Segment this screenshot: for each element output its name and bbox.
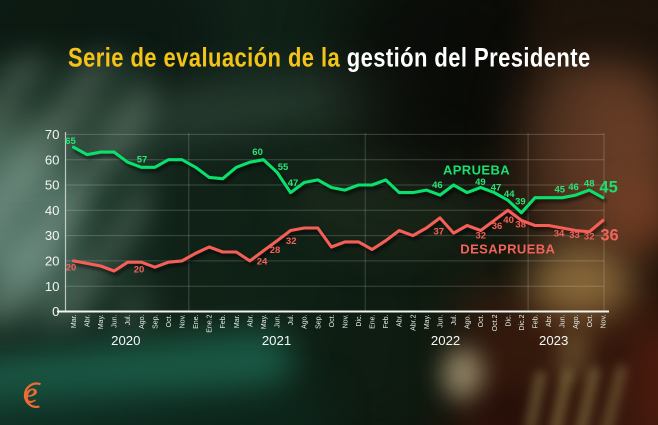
svg-text:Ago.: Ago. xyxy=(302,314,309,328)
svg-text:Mar.: Mar. xyxy=(234,314,241,328)
svg-text:2023: 2023 xyxy=(539,333,568,348)
svg-text:DESAPRUEBA: DESAPRUEBA xyxy=(460,242,555,257)
svg-text:49: 49 xyxy=(475,177,486,188)
svg-text:Ene.2: Ene.2 xyxy=(207,314,214,332)
svg-text:Jun.: Jun. xyxy=(560,314,567,327)
svg-text:50: 50 xyxy=(45,178,60,193)
svg-text:24: 24 xyxy=(257,257,268,268)
svg-text:Jun.: Jun. xyxy=(275,314,282,327)
svg-text:45: 45 xyxy=(599,179,617,197)
svg-text:Sep.: Sep. xyxy=(152,314,159,328)
svg-text:39: 39 xyxy=(515,197,526,208)
svg-text:Oct.: Oct. xyxy=(166,314,173,327)
svg-text:Nov.: Nov. xyxy=(342,314,349,328)
svg-text:32: 32 xyxy=(286,236,297,247)
svg-text:Ago.: Ago. xyxy=(465,314,472,328)
svg-text:Ago.: Ago. xyxy=(139,314,146,328)
svg-text:e: e xyxy=(24,377,37,410)
svg-text:20: 20 xyxy=(134,265,145,276)
svg-text:Feb.: Feb. xyxy=(220,314,227,328)
svg-text:Oct.: Oct. xyxy=(478,314,485,327)
svg-text:70: 70 xyxy=(45,127,60,142)
svg-text:37: 37 xyxy=(434,227,445,238)
svg-text:0: 0 xyxy=(52,304,59,319)
svg-text:Dic.: Dic. xyxy=(505,314,512,326)
svg-text:APRUEBA: APRUEBA xyxy=(443,162,510,177)
svg-text:20: 20 xyxy=(66,263,77,274)
svg-text:2021: 2021 xyxy=(262,333,291,348)
svg-text:Jul.: Jul. xyxy=(288,314,295,325)
svg-text:36: 36 xyxy=(600,227,618,245)
svg-text:40: 40 xyxy=(503,215,514,226)
svg-text:30: 30 xyxy=(45,228,60,243)
svg-text:Nov.: Nov. xyxy=(600,314,607,328)
svg-text:2020: 2020 xyxy=(111,333,140,348)
svg-text:2022: 2022 xyxy=(431,333,460,348)
svg-text:May.: May. xyxy=(261,314,268,329)
svg-text:28: 28 xyxy=(270,245,281,256)
svg-text:Jun.: Jun. xyxy=(438,314,445,327)
svg-text:Dic.2: Dic.2 xyxy=(519,314,526,330)
svg-text:45: 45 xyxy=(555,185,566,196)
svg-text:48: 48 xyxy=(584,179,595,190)
svg-text:57: 57 xyxy=(137,155,148,166)
svg-text:Abr.: Abr. xyxy=(247,314,254,327)
svg-text:44: 44 xyxy=(504,189,515,200)
svg-text:60: 60 xyxy=(45,152,60,167)
svg-text:32: 32 xyxy=(584,232,595,243)
svg-text:Sep.: Sep. xyxy=(315,314,322,328)
svg-text:33: 33 xyxy=(569,230,580,241)
svg-text:Abr.2: Abr.2 xyxy=(410,314,417,330)
svg-text:May.: May. xyxy=(424,314,431,329)
svg-text:Abr.: Abr. xyxy=(546,314,553,327)
svg-text:38: 38 xyxy=(515,220,526,231)
svg-text:46: 46 xyxy=(432,180,443,191)
svg-text:47: 47 xyxy=(491,183,502,194)
svg-text:Jul.: Jul. xyxy=(451,314,458,325)
svg-text:Jun.: Jun. xyxy=(112,314,119,327)
svg-text:Feb.: Feb. xyxy=(383,314,390,328)
svg-text:10: 10 xyxy=(45,279,60,294)
svg-text:47: 47 xyxy=(288,178,299,189)
svg-text:34: 34 xyxy=(554,229,565,240)
svg-text:Abr.: Abr. xyxy=(85,314,92,327)
svg-text:Ene.: Ene. xyxy=(370,314,377,328)
svg-text:46: 46 xyxy=(568,182,579,193)
svg-text:Ago.: Ago. xyxy=(573,314,580,328)
svg-text:60: 60 xyxy=(252,147,263,158)
svg-text:Dic.: Dic. xyxy=(356,314,363,326)
svg-text:May.: May. xyxy=(98,314,105,329)
svg-text:Oct.: Oct. xyxy=(587,314,594,327)
svg-text:55: 55 xyxy=(278,162,289,173)
svg-text:Abr.: Abr. xyxy=(397,314,404,327)
svg-text:32: 32 xyxy=(476,231,487,242)
svg-text:Jul.: Jul. xyxy=(125,314,132,325)
svg-text:65: 65 xyxy=(65,136,76,147)
svg-text:20: 20 xyxy=(45,254,60,269)
svg-text:Feb.: Feb. xyxy=(533,314,540,328)
svg-text:Oct.: Oct. xyxy=(329,314,336,327)
svg-text:36: 36 xyxy=(492,221,503,232)
svg-text:40: 40 xyxy=(45,203,60,218)
svg-text:Nov.: Nov. xyxy=(180,314,187,328)
svg-text:Mar.: Mar. xyxy=(71,314,78,328)
svg-text:Oct.2: Oct.2 xyxy=(492,314,499,331)
svg-text:Ene.: Ene. xyxy=(193,314,200,328)
